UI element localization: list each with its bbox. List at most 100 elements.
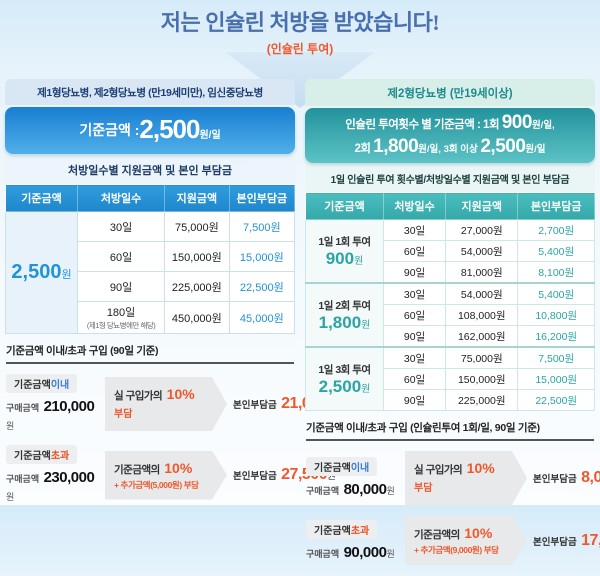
table-row: 60일 108,000원 10,800원: [306, 304, 595, 326]
group-unit: 원: [361, 319, 371, 331]
purchase-label: 구매금액: [306, 486, 340, 496]
purchase-amount: 구매금액 90,000원: [306, 544, 399, 562]
result-label: 본인부담금: [233, 471, 277, 482]
purchase-section-right: 기준금액 이내/초과 구입 (인슐린투여 1회/일, 90일 기준) 기준금액이…: [305, 420, 600, 565]
group-label: 1일 1회 투여: [318, 235, 371, 248]
copay-result: 본인부담금 8,000원: [533, 469, 600, 487]
arrow-prefix: 실 구입가의: [414, 464, 463, 476]
support-cell: 54,000원: [445, 282, 519, 305]
copay-cell: 5,400원: [517, 282, 595, 305]
arrow-prefix: 기준금액의: [414, 529, 460, 541]
group-amount: 1,800: [318, 312, 362, 332]
base-amount-cell: 2,500원: [5, 211, 78, 334]
days-cell: 30일: [382, 346, 447, 369]
days-cell: 90일: [382, 389, 447, 411]
support-cell: 225,000원: [445, 389, 519, 411]
over-limit-badge: 기준금액초과: [6, 445, 78, 464]
category-badge-right: 제2형당뇨병 (만19세이상): [305, 79, 595, 106]
purchase-section-left: 기준금액 이내/초과 구입 (90일 기준) 기준금액이내 구매금액 210,0…: [5, 343, 336, 505]
table-caption-left: 처방일수별 지원금액 및 본인 부담금: [67, 165, 233, 177]
purchase-label: 구매금액: [6, 474, 40, 484]
badge-prefix: 기준금액: [314, 463, 351, 474]
copay-cell: 45,000원: [228, 301, 296, 334]
purchase-info: 기준금액이내 구매금액 80,000원: [306, 457, 399, 499]
days-cell: 60일: [382, 368, 447, 390]
line1-amount: 900: [501, 111, 533, 133]
base-amount-box-left: 기준금액 : 2,500 원/일: [5, 107, 295, 154]
copay-cell: 7,500원: [228, 211, 296, 242]
purchase-value: 90,000: [343, 543, 387, 561]
badge-prefix: 기준금액: [14, 451, 51, 462]
table-row: 1일 3회 투여 2,500원 30일 75,000원 7,500원: [305, 346, 595, 411]
within-limit-badge: 기준금액이내: [6, 374, 78, 393]
copay-cell: 8,100원: [517, 261, 595, 284]
support-cell: 54,000원: [445, 240, 519, 262]
header-cell: 본인부담금: [517, 192, 595, 220]
support-cell: 27,000원: [445, 219, 519, 241]
arrow-suffix: 부담: [114, 409, 133, 420]
table-caption-right: 1일 인슐린 투여 횟수별/처방일수별 지원금액 및 본인 부담금: [330, 175, 570, 186]
purchase-unit: 원: [6, 421, 15, 431]
group-label: 1일 2회 투여: [318, 299, 371, 312]
purchase-row-within: 기준금액이내 구매금액 210,000 원 실 구입가의 10% 부담 본인부담금…: [6, 374, 336, 434]
support-table-left: 기준금액 처방일수 지원금액 본인부담금 2,500원 30일 75,000원 …: [5, 184, 296, 334]
copay-cell: 2,700원: [517, 219, 595, 241]
copay-cell: 22,500원: [228, 271, 296, 302]
copay-cell: 7,500원: [517, 346, 595, 369]
arrow-right-icon: 실 구입가의 10% 부담: [105, 377, 227, 431]
table-row: 2,500원 30일 75,000원 7,500원: [5, 211, 296, 334]
support-table-right: 기준금액 처방일수 지원금액 본인부담금 1일 1회 투여 900원 30일 2…: [305, 192, 595, 411]
purchase-info: 기준금액이내 구매금액 210,000 원: [6, 374, 99, 434]
days-cell: 60일: [382, 304, 447, 326]
line2-mid: 원/일, 3회 이상: [418, 143, 481, 155]
badge-suffix: 이내: [50, 380, 70, 391]
support-cell: 162,000원: [445, 325, 519, 348]
table-row: 60일 150,000원 15,000원: [6, 241, 296, 272]
purchase-title-right: 기준금액 이내/초과 구입 (인슐린투여 1회/일, 90일 기준): [306, 420, 594, 441]
days-cell: 30일: [382, 219, 447, 241]
support-cell: 75,000원: [445, 346, 519, 369]
purchase-value: 210,000: [43, 398, 95, 415]
purchase-value: 230,000: [43, 469, 95, 486]
support-cell: 150,000원: [164, 241, 230, 272]
table-row: 90일 225,000원 22,500원: [306, 389, 595, 411]
group-unit: 원: [354, 255, 364, 267]
line1-prefix: 인슐린 투여횟수 별 기준금액 : 1회: [345, 118, 502, 131]
arrow-percent: 10%: [466, 460, 495, 476]
days-cell: 90일: [76, 271, 166, 302]
copay-result: 본인부담금 17,100원: [533, 532, 600, 550]
purchase-unit: 원: [6, 492, 15, 502]
purchase-value: 80,000: [343, 481, 387, 498]
group-unit: 원: [361, 383, 371, 395]
purchase-row-over: 기준금액초과 구매금액 90,000원 기준금액의 10% + 추가금액(9,0…: [306, 516, 600, 565]
days-value: 180일: [106, 307, 136, 319]
category-badge-left: 제1형당뇨병, 제2형당뇨병 (만19세미만), 임신중당뇨병: [5, 79, 295, 105]
result-label: 본인부담금: [533, 474, 577, 485]
arrow-percent: 10%: [166, 386, 195, 402]
support-cell: 225,000원: [164, 271, 230, 302]
support-cell: 150,000원: [445, 368, 519, 390]
days-cell: 30일: [382, 282, 447, 305]
group-cell: 1일 2회 투여 1,800원: [305, 282, 384, 348]
days-cell: 60일: [382, 240, 447, 262]
page-title: 저는 인슐린 처방을 받았습니다!: [160, 10, 440, 35]
line2-unit: 원/일: [525, 143, 546, 155]
table-row: 1일 2회 투여 1,800원 30일 54,000원 5,400원: [305, 282, 595, 348]
copay-cell: 16,200원: [517, 325, 595, 348]
arrow-prefix: 기준금액의: [114, 463, 160, 476]
badge-suffix: 이내: [350, 463, 370, 474]
header-cell: 처방일수: [382, 192, 447, 220]
table-header-row: 기준금액 처방일수 지원금액 본인부담금: [305, 192, 595, 220]
table-header-row: 기준금액 처방일수 지원금액 본인부담금: [5, 184, 296, 212]
arrow-right-icon: 기준금액의 10% + 추가금액(5,000원) 부담: [105, 451, 227, 500]
arrow-extra: + 추가금액(5,000원) 부담: [114, 479, 199, 490]
days-cell: 90일: [382, 325, 447, 348]
header-cell: 지원금액: [445, 192, 519, 220]
arrow-percent: 10%: [164, 459, 193, 476]
group-label: 1일 3회 투여: [318, 363, 371, 376]
support-cell: 75,000원: [164, 211, 230, 242]
table-row: 1일 1회 투여 900원 30일 27,000원 2,700원: [305, 219, 595, 284]
purchase-amount: 구매금액 210,000 원: [6, 398, 99, 434]
purchase-label: 구매금액: [6, 403, 40, 413]
arrow-prefix: 실 구입가의: [114, 390, 163, 402]
